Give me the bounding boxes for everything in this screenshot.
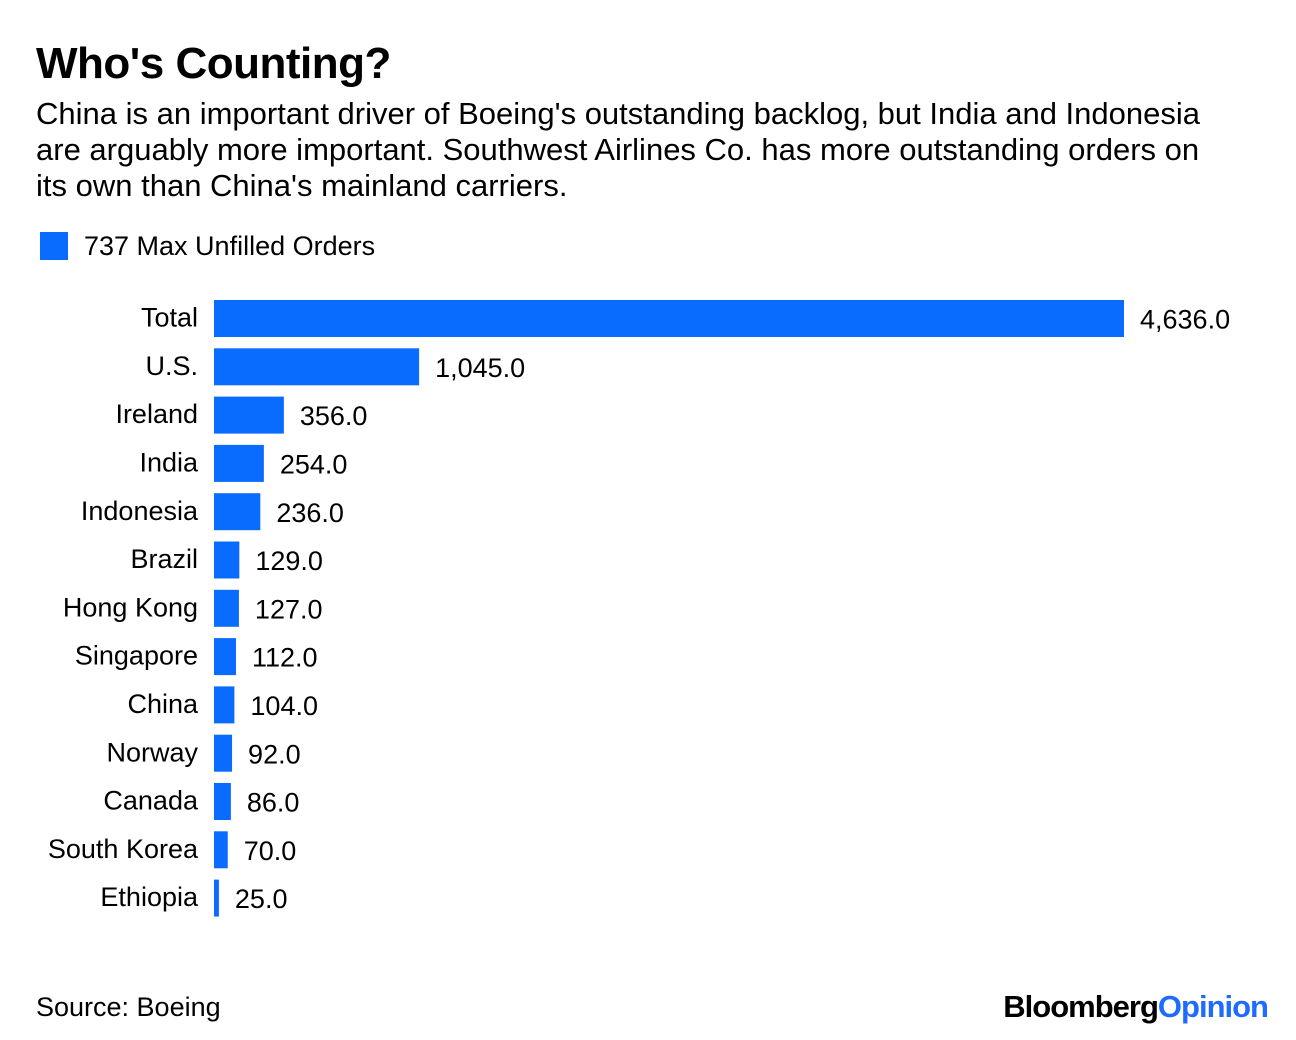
category-label: China (127, 689, 199, 719)
category-label: Singapore (75, 641, 198, 671)
category-label: South Korea (48, 834, 199, 864)
bar (214, 686, 235, 724)
category-label: India (139, 448, 199, 478)
value-label: 86.0 (247, 788, 300, 818)
brand-logo: BloombergOpinion (1003, 988, 1269, 1026)
value-label: 104.0 (250, 691, 318, 721)
bar (214, 493, 261, 531)
bar (214, 444, 264, 482)
bar-chart: Total 4,636.0 U.S. 1,045.0 Ireland 356.0 India… (48, 300, 1230, 917)
category-label: Ireland (115, 399, 198, 429)
bar (214, 734, 233, 772)
bar (214, 831, 228, 869)
brand-part1: Bloomberg (1003, 989, 1159, 1024)
bar (214, 348, 420, 386)
value-label: 25.0 (235, 884, 288, 914)
value-label: 4,636.0 (1140, 305, 1230, 335)
category-label: Brazil (130, 544, 198, 574)
value-label: 127.0 (255, 594, 323, 624)
category-label: Hong Kong (63, 592, 198, 622)
legend-label: 737 Max Unfilled Orders (84, 231, 376, 261)
bar (214, 589, 239, 627)
category-label: Ethiopia (100, 882, 199, 912)
value-label: 1,045.0 (435, 353, 525, 383)
legend-swatch (40, 232, 68, 260)
brand-part2: Opinion (1157, 989, 1269, 1024)
value-label: 92.0 (248, 739, 301, 769)
value-label: 129.0 (255, 546, 323, 576)
legend: 737 Max Unfilled Orders (40, 230, 375, 262)
category-label: U.S. (145, 351, 198, 381)
bar (214, 638, 236, 676)
chart-title: Who's Counting? (36, 39, 391, 88)
chart-subtitle: China is an important driver of Boeing's… (36, 96, 1200, 203)
category-label: Norway (106, 737, 198, 767)
value-label: 254.0 (280, 450, 348, 480)
bar (214, 783, 231, 820)
category-label: Canada (103, 786, 199, 816)
source-note: Source: Boeing (36, 992, 221, 1022)
bar (214, 879, 219, 917)
value-label: 356.0 (300, 401, 368, 431)
bar (214, 541, 240, 579)
category-label: Indonesia (81, 496, 199, 526)
bar (214, 300, 1124, 337)
value-label: 112.0 (252, 643, 318, 673)
value-label: 70.0 (244, 836, 297, 866)
value-label: 236.0 (276, 498, 344, 528)
category-label: Total (141, 303, 198, 333)
bar (214, 396, 284, 434)
